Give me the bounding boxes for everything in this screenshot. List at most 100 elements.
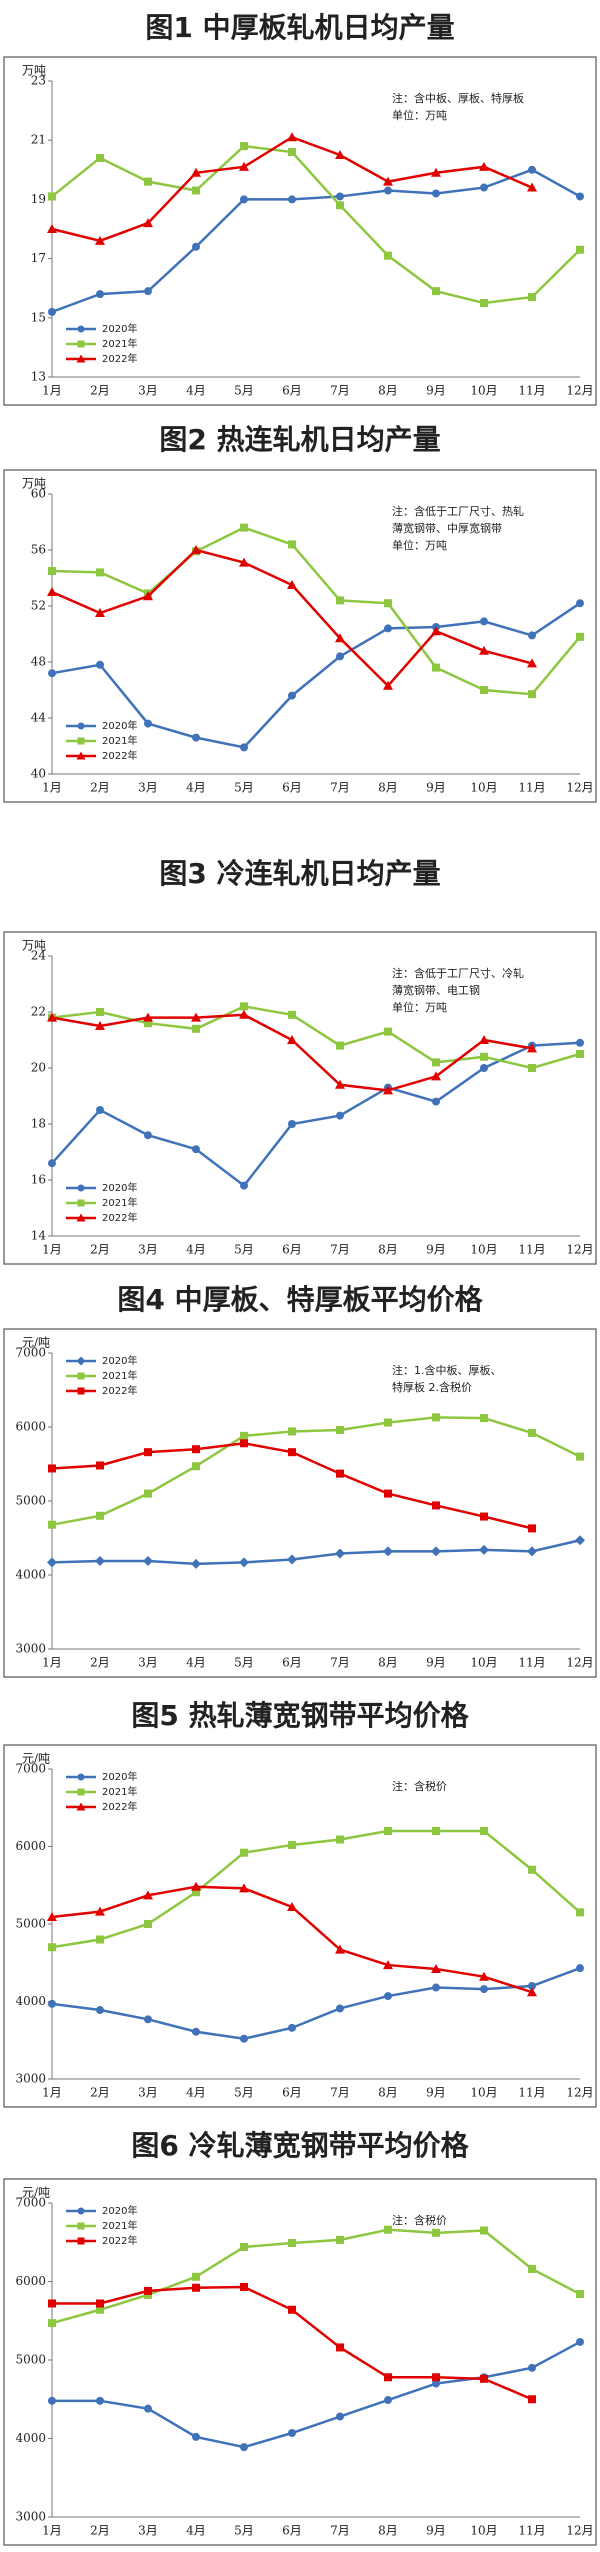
marker bbox=[143, 1012, 153, 1022]
marker bbox=[240, 1002, 248, 1011]
marker bbox=[384, 2373, 392, 2382]
marker bbox=[288, 1840, 296, 1849]
x-tick-label: 12月 bbox=[566, 1243, 593, 1257]
chart-title: 图2 热连轧机日均产量 bbox=[159, 423, 440, 456]
marker bbox=[575, 1535, 585, 1546]
legend-label: 2020年 bbox=[102, 719, 137, 732]
legend-label: 2022年 bbox=[102, 749, 137, 762]
marker bbox=[336, 2343, 344, 2352]
marker bbox=[144, 1131, 152, 1140]
marker bbox=[432, 1413, 440, 1422]
marker bbox=[527, 1546, 537, 1557]
chart-frame bbox=[3, 931, 597, 1265]
marker bbox=[528, 631, 536, 640]
y-tick-label: 7000 bbox=[15, 1762, 46, 1776]
y-tick-label: 44 bbox=[31, 711, 47, 725]
marker bbox=[336, 652, 344, 661]
marker bbox=[96, 290, 104, 299]
y-tick-label: 6000 bbox=[15, 1420, 46, 1434]
marker bbox=[431, 1963, 441, 1973]
marker bbox=[384, 186, 392, 195]
y-tick-label: 19 bbox=[31, 192, 46, 206]
marker bbox=[336, 1469, 344, 1478]
marker bbox=[239, 1883, 249, 1893]
y-tick-label: 24 bbox=[31, 949, 47, 963]
x-tick-label: 10月 bbox=[470, 2086, 497, 2100]
marker bbox=[384, 1992, 392, 2001]
legend-label: 2020年 bbox=[102, 1770, 137, 1783]
marker bbox=[47, 1557, 57, 1568]
marker bbox=[479, 1544, 489, 1555]
unit-label: 万吨 bbox=[22, 64, 46, 78]
marker bbox=[576, 245, 584, 254]
marker bbox=[239, 1009, 249, 1019]
x-tick-label: 8月 bbox=[378, 781, 398, 795]
legend-marker bbox=[77, 1387, 85, 1395]
marker bbox=[240, 2282, 248, 2291]
legend-marker bbox=[77, 1199, 85, 1207]
marker bbox=[96, 2396, 104, 2405]
x-tick-label: 10月 bbox=[470, 781, 497, 795]
legend-marker bbox=[77, 1372, 85, 1380]
marker bbox=[192, 1462, 200, 1471]
chart-title: 图5 热轧薄宽钢带平均价格 bbox=[131, 1699, 469, 1732]
marker bbox=[192, 1024, 200, 1033]
marker bbox=[95, 235, 105, 245]
legend-marker bbox=[77, 722, 85, 730]
marker bbox=[143, 218, 153, 228]
marker bbox=[383, 1960, 393, 1970]
x-tick-label: 7月 bbox=[330, 1243, 350, 1257]
marker bbox=[336, 192, 344, 201]
marker bbox=[336, 201, 344, 210]
x-tick-label: 10月 bbox=[470, 1243, 497, 1257]
unit-label: 元/吨 bbox=[22, 1336, 50, 1350]
marker bbox=[480, 1052, 488, 1061]
marker bbox=[528, 2264, 536, 2273]
x-tick-label: 9月 bbox=[426, 2524, 446, 2538]
note: 注：含中板、厚板、特厚板 bbox=[392, 91, 524, 105]
series-line bbox=[51, 1416, 581, 1526]
marker bbox=[48, 307, 56, 316]
x-tick-label: 2月 bbox=[90, 2086, 110, 2100]
marker bbox=[384, 1027, 392, 1036]
marker bbox=[288, 148, 296, 157]
x-tick-label: 6月 bbox=[282, 384, 302, 398]
note: 薄宽钢带、中厚宽钢带 bbox=[392, 521, 502, 535]
y-tick-label: 56 bbox=[31, 543, 46, 557]
marker bbox=[384, 2396, 392, 2405]
marker bbox=[384, 1418, 392, 1427]
y-tick-label: 4000 bbox=[15, 1568, 46, 1582]
note: 注：1.含中板、厚板、 bbox=[392, 1363, 502, 1377]
marker bbox=[96, 1461, 104, 1470]
note: 注：含税价 bbox=[392, 2213, 447, 2227]
marker bbox=[95, 1021, 105, 1030]
marker bbox=[240, 2443, 248, 2452]
marker bbox=[431, 626, 441, 636]
legend-marker bbox=[77, 737, 85, 745]
legend-marker bbox=[77, 1788, 85, 1796]
x-tick-label: 11月 bbox=[518, 781, 545, 795]
legend-label: 2022年 bbox=[102, 1800, 137, 1813]
marker bbox=[288, 2023, 296, 2032]
y-tick-label: 15 bbox=[31, 310, 46, 324]
x-tick-label: 8月 bbox=[378, 2086, 398, 2100]
y-tick-label: 23 bbox=[31, 74, 46, 88]
marker bbox=[287, 1035, 297, 1044]
marker bbox=[480, 1064, 488, 1072]
x-tick-label: 9月 bbox=[426, 1656, 446, 1670]
marker bbox=[96, 660, 104, 669]
marker bbox=[480, 299, 488, 307]
marker bbox=[287, 580, 297, 589]
marker bbox=[144, 177, 152, 186]
legend-marker bbox=[77, 2207, 85, 2215]
marker bbox=[192, 2272, 200, 2281]
legend-label: 2020年 bbox=[102, 1354, 137, 1367]
marker bbox=[336, 1425, 344, 1434]
x-tick-label: 7月 bbox=[330, 2086, 350, 2100]
y-tick-label: 5000 bbox=[15, 1494, 46, 1508]
marker bbox=[240, 1439, 248, 1448]
x-tick-label: 6月 bbox=[282, 2524, 302, 2538]
y-tick-label: 5000 bbox=[15, 1917, 46, 1931]
x-tick-label: 6月 bbox=[282, 781, 302, 795]
